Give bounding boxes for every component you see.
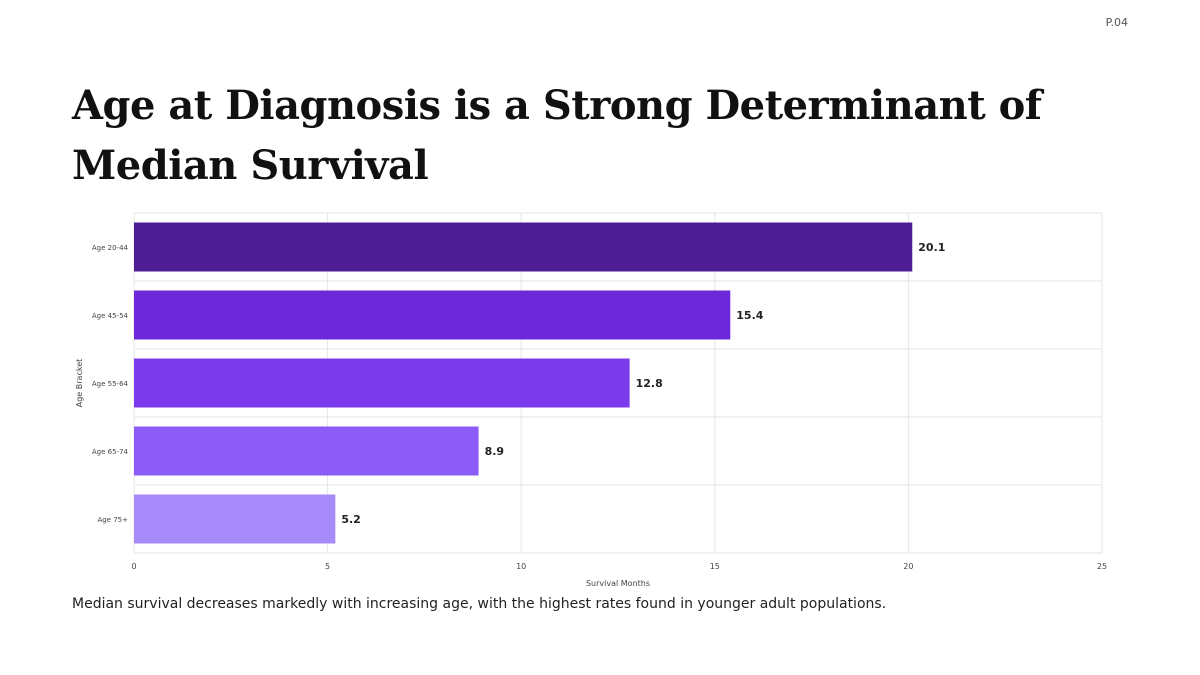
category-label: Age 65-74 xyxy=(92,448,129,456)
data-label: 20.1 xyxy=(918,241,945,254)
y-axis-title: Age Bracket xyxy=(75,359,84,408)
x-tick-label: 5 xyxy=(325,562,330,571)
x-tick-label: 25 xyxy=(1097,562,1107,571)
bar xyxy=(134,222,913,272)
chart-caption: Median survival decreases markedly with … xyxy=(72,596,887,612)
x-axis-title: Survival Months xyxy=(586,579,650,588)
data-label: 15.4 xyxy=(736,309,763,322)
x-tick-label: 15 xyxy=(710,562,720,571)
data-label: 8.9 xyxy=(485,445,505,458)
x-tick-label: 20 xyxy=(903,562,913,571)
bar xyxy=(134,494,336,544)
data-label: 5.2 xyxy=(341,513,361,526)
category-label: Age 45-54 xyxy=(92,312,129,320)
category-label: Age 75+ xyxy=(97,516,128,524)
page-number: P.04 xyxy=(1105,16,1128,29)
category-label: Age 20-44 xyxy=(92,244,129,252)
x-tick-label: 0 xyxy=(131,562,136,571)
slide-title: Age at Diagnosis is a Strong Determinant… xyxy=(72,82,1042,189)
x-tick-label: 10 xyxy=(516,562,526,571)
bar-chart: 0 5 10 15 20 25 Age 20-44 20.1 Age 45-54 15.4 Age … xyxy=(75,212,1107,588)
bar xyxy=(134,290,731,340)
bar xyxy=(134,426,479,476)
bar xyxy=(134,358,630,408)
category-label: Age 55-64 xyxy=(92,380,129,388)
data-label: 12.8 xyxy=(636,377,663,390)
